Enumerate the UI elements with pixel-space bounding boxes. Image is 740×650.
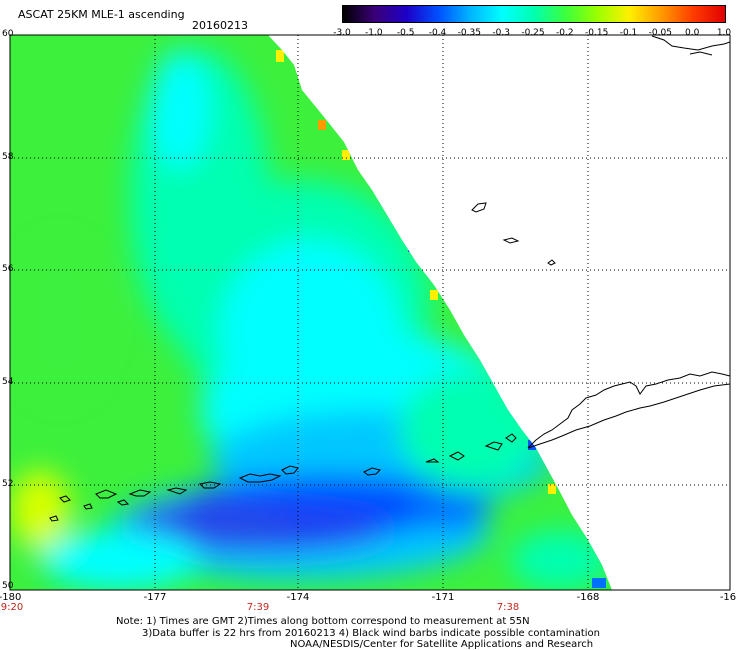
colorbar-label: -1.0: [365, 28, 383, 38]
note-line-1: Note: 1) Times are GMT 2)Times along bot…: [116, 616, 530, 627]
colorbar-label: -0.05: [648, 28, 672, 38]
product-date: 20160213: [192, 19, 248, 32]
colorbar-label: -0.25: [521, 28, 545, 38]
lon-label: -174: [286, 592, 310, 603]
lat-label: 54: [2, 377, 14, 387]
lat-label: 50: [2, 581, 14, 591]
note-line-2: 3)Data buffer is 22 hrs from 20160213 4)…: [142, 628, 600, 639]
lon-label: -16: [719, 592, 737, 603]
colorbar-label: 0.0: [684, 28, 700, 38]
lon-label: -177: [143, 592, 167, 603]
colorbar-label: -0.15: [585, 28, 609, 38]
product-title: ASCAT 25KM MLE-1 ascending: [18, 8, 185, 21]
colorbar-label: -0.1: [619, 28, 638, 38]
colorbar-label: -3.0: [333, 28, 351, 38]
colorbar-label: -0.35: [457, 28, 481, 38]
time-label: 7:39: [246, 602, 270, 613]
lat-label: 58: [2, 152, 14, 162]
time-label: 7:38: [496, 602, 520, 613]
colorbar-label: -0.4: [428, 28, 447, 38]
lat-label: 60: [2, 29, 14, 39]
lon-label: -171: [431, 592, 455, 603]
lat-label: 56: [2, 264, 14, 274]
colorbar: [342, 5, 726, 23]
map-frame: [9, 34, 731, 591]
lon-label: -180: [0, 592, 22, 603]
colorbar-label: -0.2: [556, 28, 574, 38]
coastline: [49, 35, 731, 522]
colorbar-label: -0.5: [396, 28, 415, 38]
note-line-3: NOAA/NESDIS/Center for Satellite Applica…: [290, 639, 594, 650]
lat-label: 52: [2, 479, 14, 489]
colorbar-label: 1.0: [716, 28, 732, 38]
colorbar-gradient: [343, 6, 725, 22]
lon-label: -168: [576, 592, 600, 603]
graticule: [10, 35, 730, 590]
scatterometer-swath: [10, 35, 612, 590]
colorbar-label: -0.3: [492, 28, 510, 38]
time-label: 9:20: [0, 602, 24, 613]
